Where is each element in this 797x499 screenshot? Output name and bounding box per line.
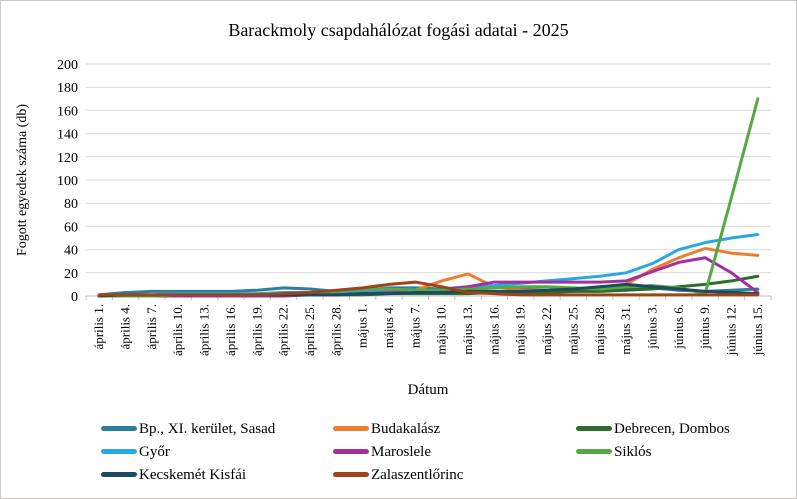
y-tick-label: 140 bbox=[57, 128, 78, 143]
x-tick-label: június 12. bbox=[723, 304, 738, 356]
x-tick-label: május 28. bbox=[592, 304, 607, 355]
y-tick-label: 160 bbox=[57, 104, 78, 119]
y-tick-label: 200 bbox=[57, 58, 78, 73]
x-tick-label: június 15. bbox=[750, 304, 765, 356]
x-tick-label: április 16. bbox=[223, 304, 238, 356]
y-tick-label: 60 bbox=[64, 220, 78, 235]
y-tick-label: 80 bbox=[64, 197, 78, 212]
x-axis-title: Dátum bbox=[407, 382, 449, 398]
x-tick-label: április 25. bbox=[302, 304, 317, 356]
x-tick-label: április 10. bbox=[170, 304, 185, 356]
x-tick-label: május 13. bbox=[460, 304, 475, 355]
x-tick-label: május 22. bbox=[539, 304, 554, 355]
y-tick-label: 20 bbox=[64, 267, 78, 282]
x-tick-label: április 7. bbox=[144, 304, 159, 350]
x-tick-label: április 1. bbox=[91, 304, 106, 350]
x-tick-label: május 10. bbox=[434, 304, 449, 355]
y-tick-label: 120 bbox=[57, 151, 78, 166]
x-tick-label: május 7. bbox=[407, 304, 422, 348]
y-tick-label: 180 bbox=[57, 81, 78, 96]
x-tick-label: május 16. bbox=[486, 304, 501, 355]
x-tick-label: április 19. bbox=[249, 304, 264, 356]
x-tick-label: május 19. bbox=[513, 304, 528, 355]
x-tick-label: április 22. bbox=[276, 304, 291, 356]
x-tick-label: június 6. bbox=[671, 304, 686, 350]
chart-title: Barackmoly csapdahálózat fogási adatai -… bbox=[228, 20, 569, 40]
y-tick-label: 40 bbox=[64, 244, 78, 259]
x-tick-label: április 28. bbox=[328, 304, 343, 356]
y-axis-title: Fogott egyedek száma (db) bbox=[15, 103, 30, 257]
y-tick-label: 100 bbox=[57, 174, 78, 189]
x-tick-label: április 4. bbox=[118, 304, 133, 350]
x-tick-label: május 25. bbox=[565, 304, 580, 355]
x-tick-label: június 3. bbox=[644, 304, 659, 350]
x-tick-label: április 13. bbox=[197, 304, 212, 356]
series-line-8 bbox=[97, 280, 760, 297]
x-tick-label: május 4. bbox=[381, 304, 396, 348]
x-tick-label: május 31. bbox=[618, 304, 633, 355]
x-tick-label: május 1. bbox=[355, 304, 370, 348]
y-tick-label: 0 bbox=[71, 290, 78, 305]
x-tick-label: június 9. bbox=[697, 304, 712, 350]
